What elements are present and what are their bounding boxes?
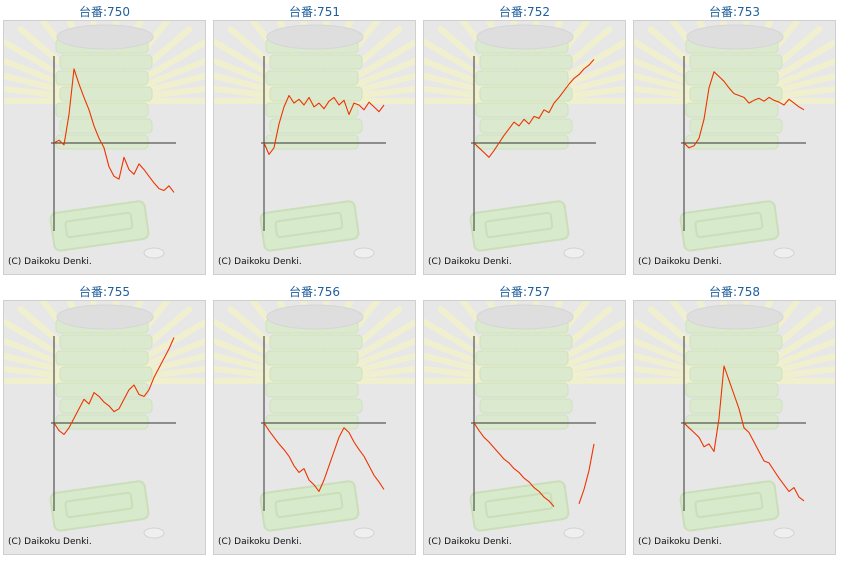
machine-number-title[interactable]: 台番:758: [709, 285, 760, 299]
copyright-text: (C) Daikoku Denki.: [428, 257, 512, 267]
graph-frame: (C) Daikoku Denki.: [423, 20, 626, 275]
copyright-text: (C) Daikoku Denki.: [8, 257, 92, 267]
slump-chart: [4, 301, 205, 539]
graph-frame: (C) Daikoku Denki.: [3, 20, 206, 275]
slump-line: [263, 422, 385, 492]
slump-line: [53, 68, 175, 193]
slot-graph-card: 台番:750 (C) Daikoku Denki.: [3, 0, 206, 275]
slot-graph-card: 台番:757 (C) Daikoku Denki.: [423, 280, 626, 555]
copyright-text: (C) Daikoku Denki.: [428, 537, 512, 547]
slot-graph-card: 台番:756 (C) Daikoku Denki.: [213, 280, 416, 555]
slump-line: [53, 337, 175, 435]
machine-number-title[interactable]: 台番:752: [499, 5, 550, 19]
slump-chart: [634, 301, 835, 539]
slump-line: [683, 71, 805, 149]
graph-frame: (C) Daikoku Denki.: [633, 20, 836, 275]
copyright-text: (C) Daikoku Denki.: [218, 257, 302, 267]
machine-number-title[interactable]: 台番:757: [499, 285, 550, 299]
copyright-text: (C) Daikoku Denki.: [8, 537, 92, 547]
slot-graph-card: 台番:752 (C) Daikoku Denki.: [423, 0, 626, 275]
copyright-text: (C) Daikoku Denki.: [218, 537, 302, 547]
machine-watermark: [214, 21, 415, 259]
copyright-text: (C) Daikoku Denki.: [638, 537, 722, 547]
graph-frame: (C) Daikoku Denki.: [633, 300, 836, 555]
slot-graph-card: 台番:751 (C) Daikoku Denki.: [213, 0, 416, 275]
graph-frame: (C) Daikoku Denki.: [423, 300, 626, 555]
machine-number-title[interactable]: 台番:751: [289, 5, 340, 19]
slump-line: [683, 365, 805, 502]
machine-watermark: [4, 21, 205, 259]
graph-frame: (C) Daikoku Denki.: [213, 20, 416, 275]
graph-frame: (C) Daikoku Denki.: [213, 300, 416, 555]
machine-number-title[interactable]: 台番:755: [79, 285, 130, 299]
slump-chart: [214, 21, 415, 259]
machine-watermark: [634, 301, 835, 539]
slump-line: [578, 443, 595, 504]
slump-line: [263, 94, 385, 155]
graph-frame: (C) Daikoku Denki.: [3, 300, 206, 555]
copyright-text: (C) Daikoku Denki.: [638, 257, 722, 267]
slump-chart: [4, 21, 205, 259]
machine-number-title[interactable]: 台番:753: [709, 5, 760, 19]
slump-chart: [214, 301, 415, 539]
slot-graph-card: 台番:758 (C) Daikoku Denki.: [633, 280, 836, 555]
slot-graph-card: 台番:753 (C) Daikoku Denki.: [633, 0, 836, 275]
slump-line: [473, 59, 595, 158]
machine-number-title[interactable]: 台番:756: [289, 285, 340, 299]
slump-chart: [634, 21, 835, 259]
machine-number-title[interactable]: 台番:750: [79, 5, 130, 19]
slump-chart: [424, 301, 625, 539]
machine-watermark: [424, 301, 625, 539]
machine-watermark: [4, 301, 205, 539]
slot-graph-card: 台番:755 (C) Daikoku Denki.: [3, 280, 206, 555]
machine-watermark: [214, 301, 415, 539]
slump-line: [473, 422, 555, 507]
slump-chart: [424, 21, 625, 259]
machine-watermark: [424, 21, 625, 259]
machine-watermark: [634, 21, 835, 259]
